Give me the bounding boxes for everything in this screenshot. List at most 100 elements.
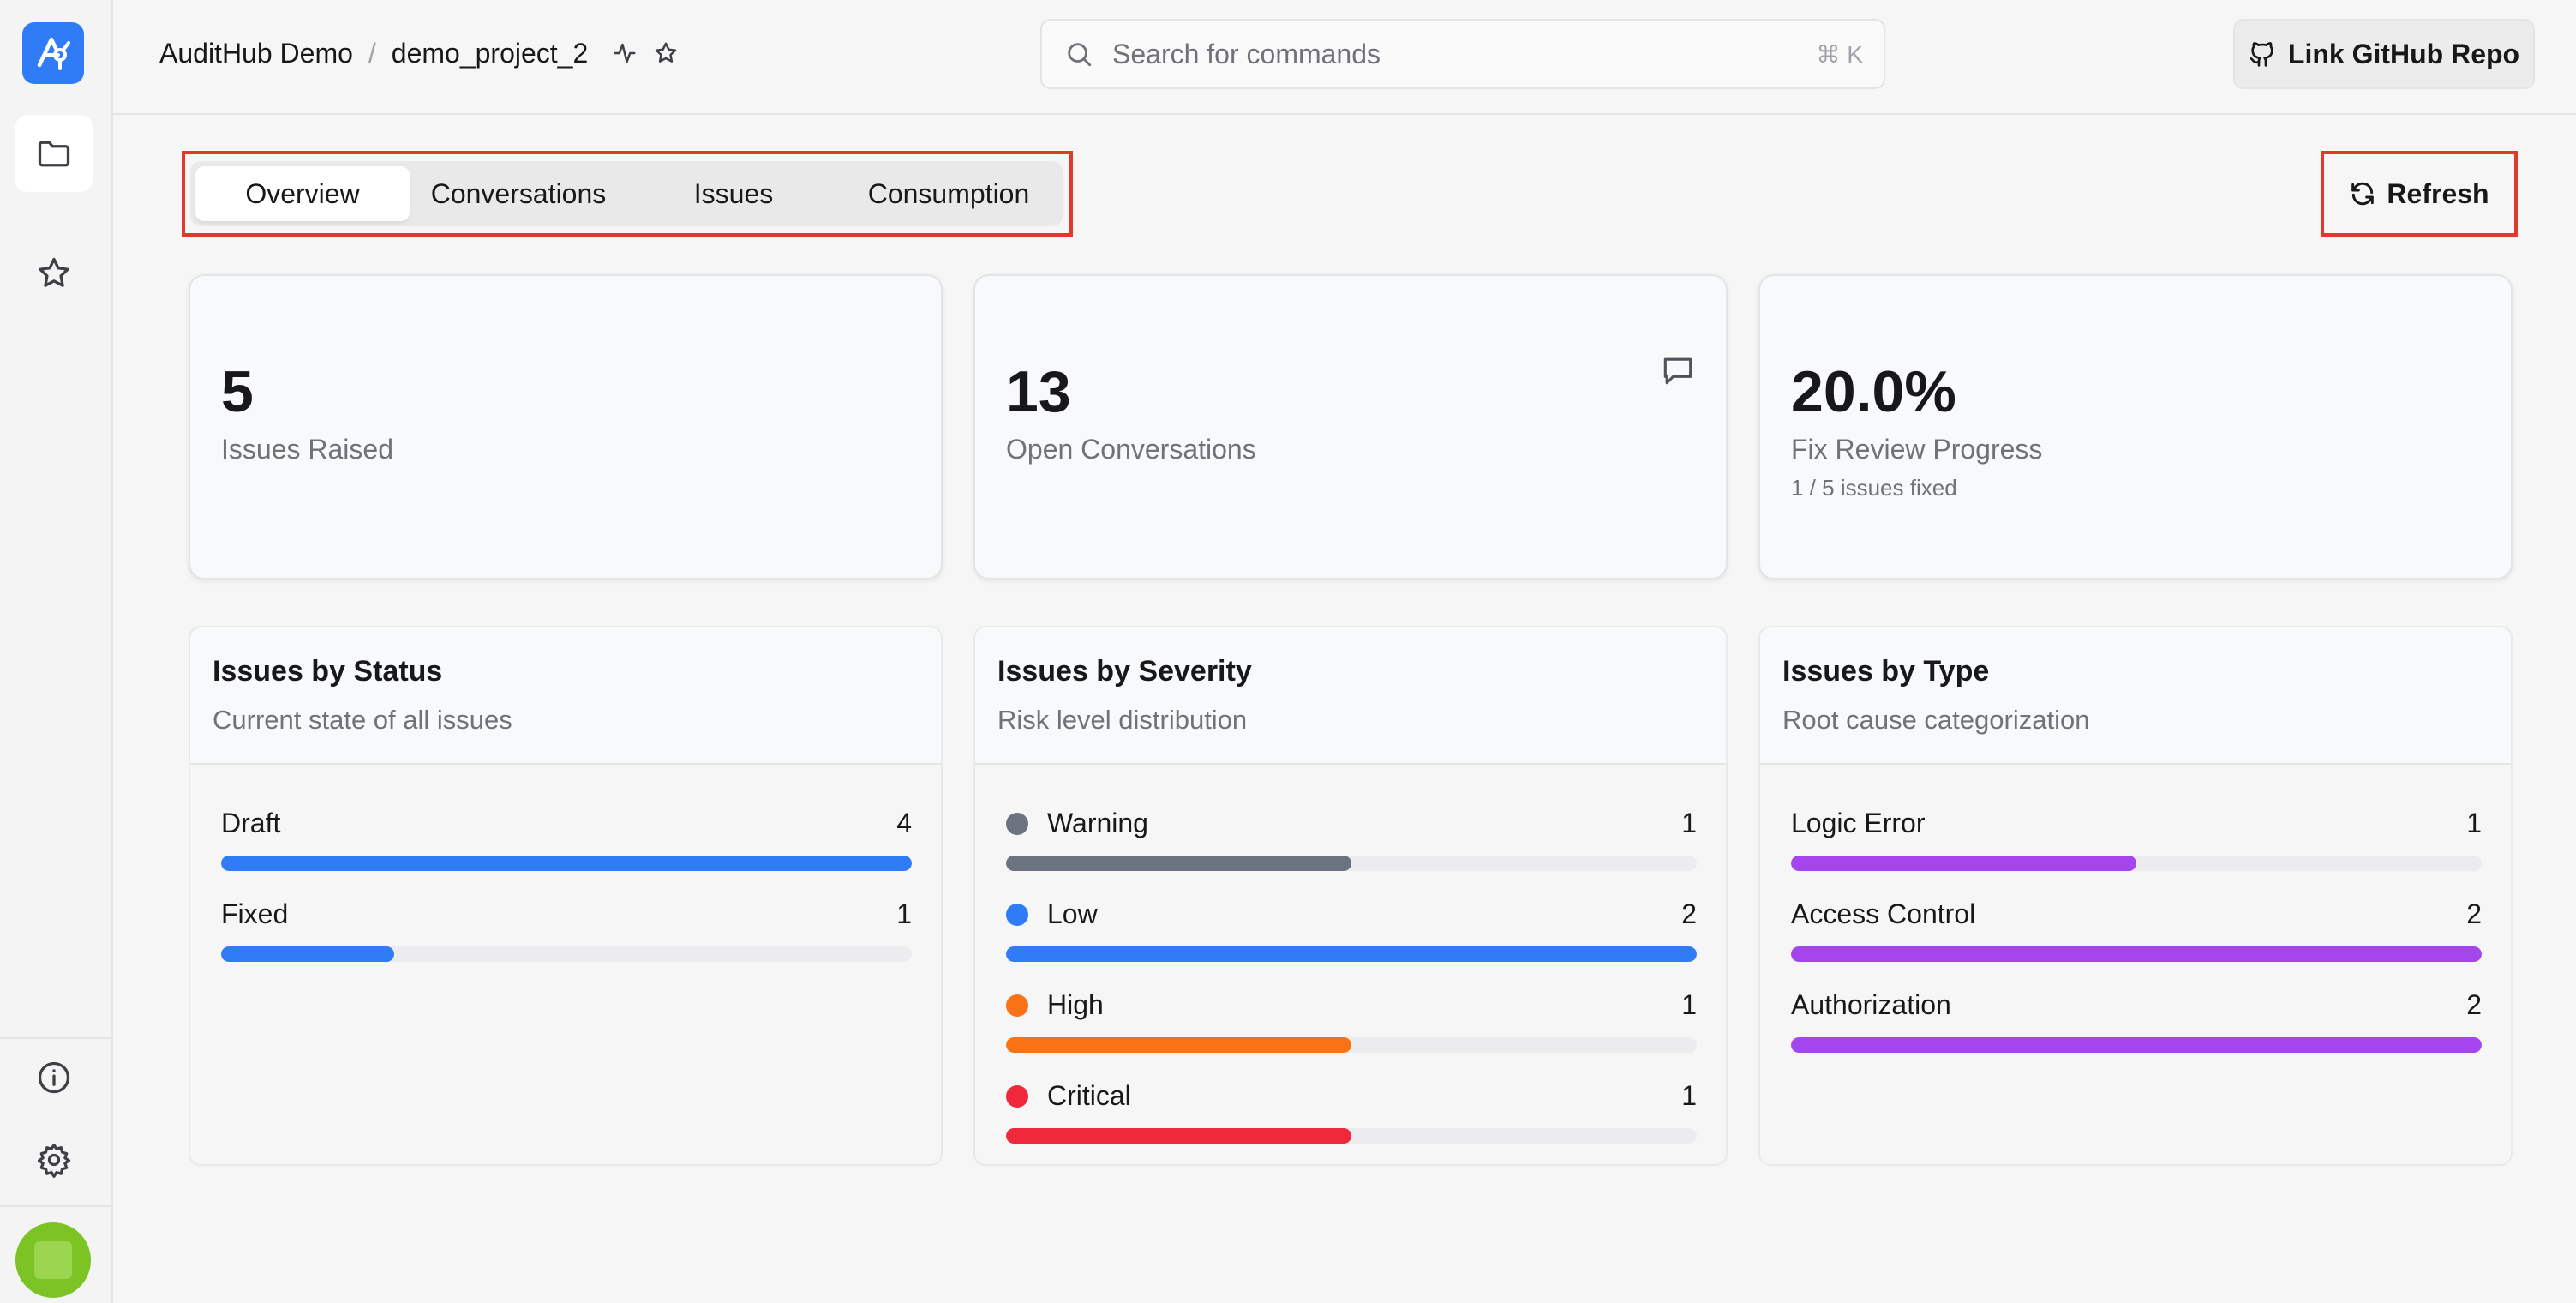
sidebar-divider [0, 1205, 111, 1207]
row-label-group: Low [1006, 898, 1098, 930]
row-count: 1 [1681, 989, 1697, 1020]
row-label: High [1047, 989, 1104, 1020]
search-shortcut: ⌘ K [1816, 40, 1863, 68]
breakdown-row: Logic Error 1 [1791, 808, 2482, 876]
link-github-label: Link GitHub Repo [2287, 38, 2520, 69]
open-conversations-label: Open Conversations [1006, 434, 1256, 465]
row-count: 1 [896, 898, 912, 929]
progress-fill [1006, 1037, 1351, 1053]
fix-review-value: 20.0% [1791, 359, 1956, 424]
panel-subtitle: Root cause categorization [1782, 705, 2090, 735]
row-label: Access Control [1791, 898, 1976, 929]
issues-by-type-panel: Issues by Type Root cause categorization… [1758, 626, 2513, 1166]
progress-track [1006, 946, 1697, 962]
progress-track [221, 856, 912, 871]
avatar[interactable] [15, 1222, 91, 1298]
row-label: Fixed [221, 898, 289, 929]
row-count: 2 [2466, 898, 2482, 929]
severity-dot-icon [1006, 903, 1028, 926]
row-label-group: Critical [1006, 1080, 1131, 1112]
link-github-button[interactable]: Link GitHub Repo [2233, 19, 2535, 89]
tabs-highlight [182, 151, 1073, 237]
row-label: Logic Error [1791, 808, 1926, 838]
row-label: Critical [1047, 1080, 1131, 1111]
favorite-star-icon[interactable] [653, 40, 679, 66]
open-conversations-card: 13 Open Conversations [973, 274, 1728, 579]
severity-dot-icon [1006, 994, 1028, 1017]
sidebar [0, 0, 113, 1303]
row-count: 1 [2466, 808, 2482, 838]
issues-raised-value: 5 [221, 359, 254, 424]
refresh-icon [2349, 180, 2376, 207]
progress-track [1006, 1128, 1697, 1144]
audithub-logo-icon[interactable] [22, 22, 84, 84]
row-label: Low [1047, 898, 1098, 929]
fix-review-card: 20.0% Fix Review Progress 1 / 5 issues f… [1758, 274, 2513, 579]
activity-icon[interactable] [612, 40, 638, 66]
progress-fill [1791, 1037, 2482, 1053]
gear-icon[interactable] [15, 1121, 93, 1198]
issues-by-status-panel: Issues by Status Current state of all is… [189, 626, 943, 1166]
avatar-image [34, 1241, 72, 1279]
breakdown-row: Draft 4 [221, 808, 912, 876]
sidebar-divider [0, 1037, 111, 1039]
panel-title: Issues by Type [1782, 655, 1990, 688]
row-label-group: Authorization [1791, 989, 1951, 1021]
issues-raised-card: 5 Issues Raised [189, 274, 943, 579]
tab-issues[interactable]: Issues [693, 177, 774, 209]
progress-fill [1006, 1128, 1351, 1144]
breadcrumb-project[interactable]: demo_project_2 [391, 37, 589, 69]
breakdown-row: High 1 [1006, 989, 1697, 1058]
row-label: Authorization [1791, 989, 1951, 1020]
row-count: 1 [1681, 808, 1697, 838]
panel-subtitle: Current state of all issues [213, 705, 512, 735]
row-label-group: High [1006, 989, 1104, 1021]
issues-by-severity-panel: Issues by Severity Risk level distributi… [973, 626, 1728, 1166]
tab-bar: Overview Conversations Issues Consumptio… [190, 161, 1063, 226]
severity-dot-icon [1006, 1084, 1028, 1108]
row-label-group: Warning [1006, 808, 1148, 839]
progress-fill [1791, 946, 2482, 962]
panel-title: Issues by Status [213, 655, 443, 688]
panel-header: Issues by Severity Risk level distributi… [975, 627, 1726, 765]
progress-fill [221, 856, 912, 871]
progress-track [221, 946, 912, 962]
panel-header: Issues by Type Root cause categorization [1760, 627, 2511, 765]
row-label: Warning [1047, 808, 1148, 838]
fix-review-sub: 1 / 5 issues fixed [1791, 475, 1957, 501]
row-count: 2 [2466, 989, 2482, 1020]
panel-title: Issues by Severity [997, 655, 1252, 688]
row-label-group: Access Control [1791, 898, 1975, 930]
refresh-label: Refresh [2387, 177, 2489, 209]
issues-raised-label: Issues Raised [221, 434, 393, 465]
row-label-group: Logic Error [1791, 808, 1926, 839]
search-input[interactable] [1112, 38, 1764, 70]
tab-consumption[interactable]: Consumption [867, 177, 1030, 209]
chat-bubble-icon [1659, 351, 1697, 393]
progress-track [1791, 946, 2482, 962]
refresh-button[interactable]: Refresh [2327, 158, 2511, 230]
fix-review-label: Fix Review Progress [1791, 434, 2043, 465]
progress-track [1006, 856, 1697, 871]
breadcrumb-separator: / [368, 37, 376, 69]
breadcrumb: AuditHub Demo / demo_project_2 [159, 34, 679, 72]
progress-track [1791, 1037, 2482, 1053]
progress-fill [1006, 856, 1351, 871]
row-label-group: Fixed [221, 898, 288, 930]
panel-header: Issues by Status Current state of all is… [190, 627, 941, 765]
row-count: 1 [1681, 1080, 1697, 1111]
star-icon[interactable] [15, 235, 93, 312]
severity-dot-icon [1006, 812, 1028, 835]
row-label: Draft [221, 808, 281, 838]
tab-conversations[interactable]: Conversations [430, 177, 607, 209]
breakdown-row: Access Control 2 [1791, 898, 2482, 967]
tab-overview[interactable]: Overview [195, 166, 410, 221]
breadcrumb-org[interactable]: AuditHub Demo [159, 37, 353, 69]
breakdown-row: Critical 1 [1006, 1080, 1697, 1149]
folder-icon[interactable] [15, 115, 93, 192]
progress-fill [221, 946, 394, 962]
command-search[interactable]: ⌘ K [1040, 19, 1885, 89]
info-icon[interactable] [15, 1039, 93, 1116]
breakdown-row: Warning 1 [1006, 808, 1697, 876]
row-label-group: Draft [221, 808, 280, 839]
